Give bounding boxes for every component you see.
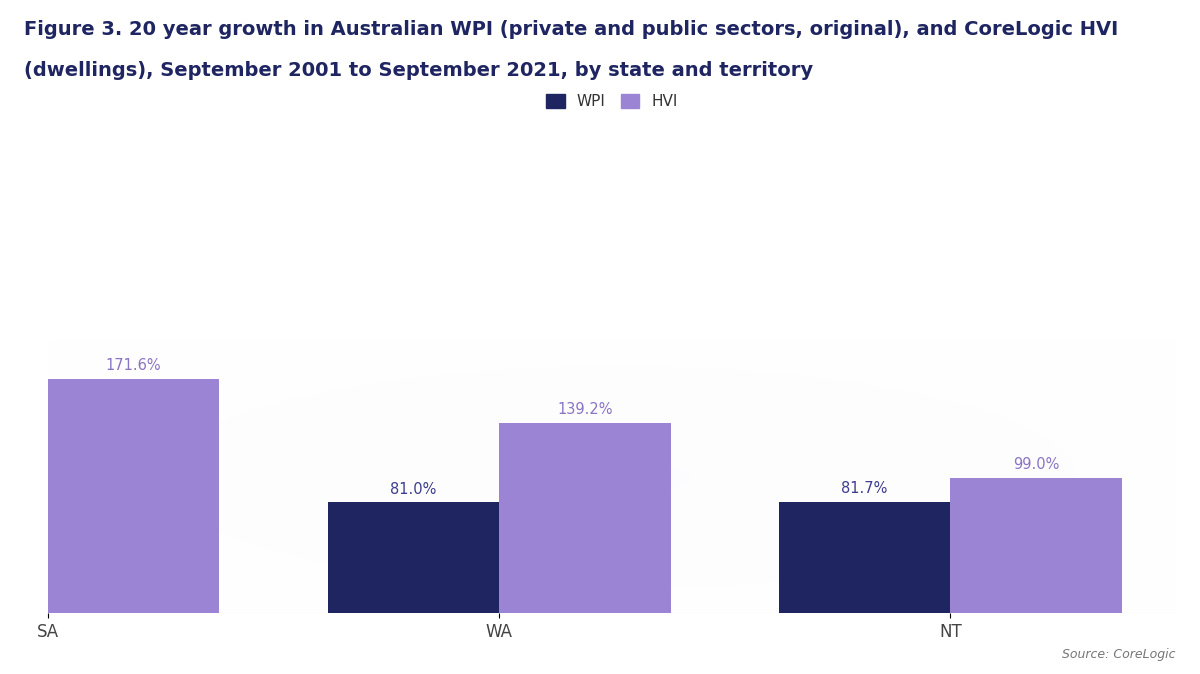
Text: 171.6%: 171.6% bbox=[106, 358, 162, 373]
Text: 81.7%: 81.7% bbox=[841, 481, 888, 496]
Bar bbox=[0, 501, 48, 613]
Text: 139.2%: 139.2% bbox=[557, 402, 613, 417]
Text: (dwellings), September 2001 to September 2021, by state and territory: (dwellings), September 2001 to September… bbox=[24, 61, 814, 80]
Bar bbox=[499, 423, 671, 613]
Text: 81.0%: 81.0% bbox=[390, 482, 437, 497]
Text: Figure 3. 20 year growth in Australian WPI (private and public sectors, original: Figure 3. 20 year growth in Australian W… bbox=[24, 20, 1118, 39]
Bar bbox=[48, 379, 220, 613]
Legend: WPI, HVI: WPI, HVI bbox=[540, 88, 684, 115]
Bar bbox=[328, 503, 499, 613]
Text: 99.0%: 99.0% bbox=[1013, 458, 1060, 472]
Text: Source: CoreLogic: Source: CoreLogic bbox=[1062, 648, 1176, 661]
Bar bbox=[779, 501, 950, 613]
Bar bbox=[950, 478, 1122, 613]
